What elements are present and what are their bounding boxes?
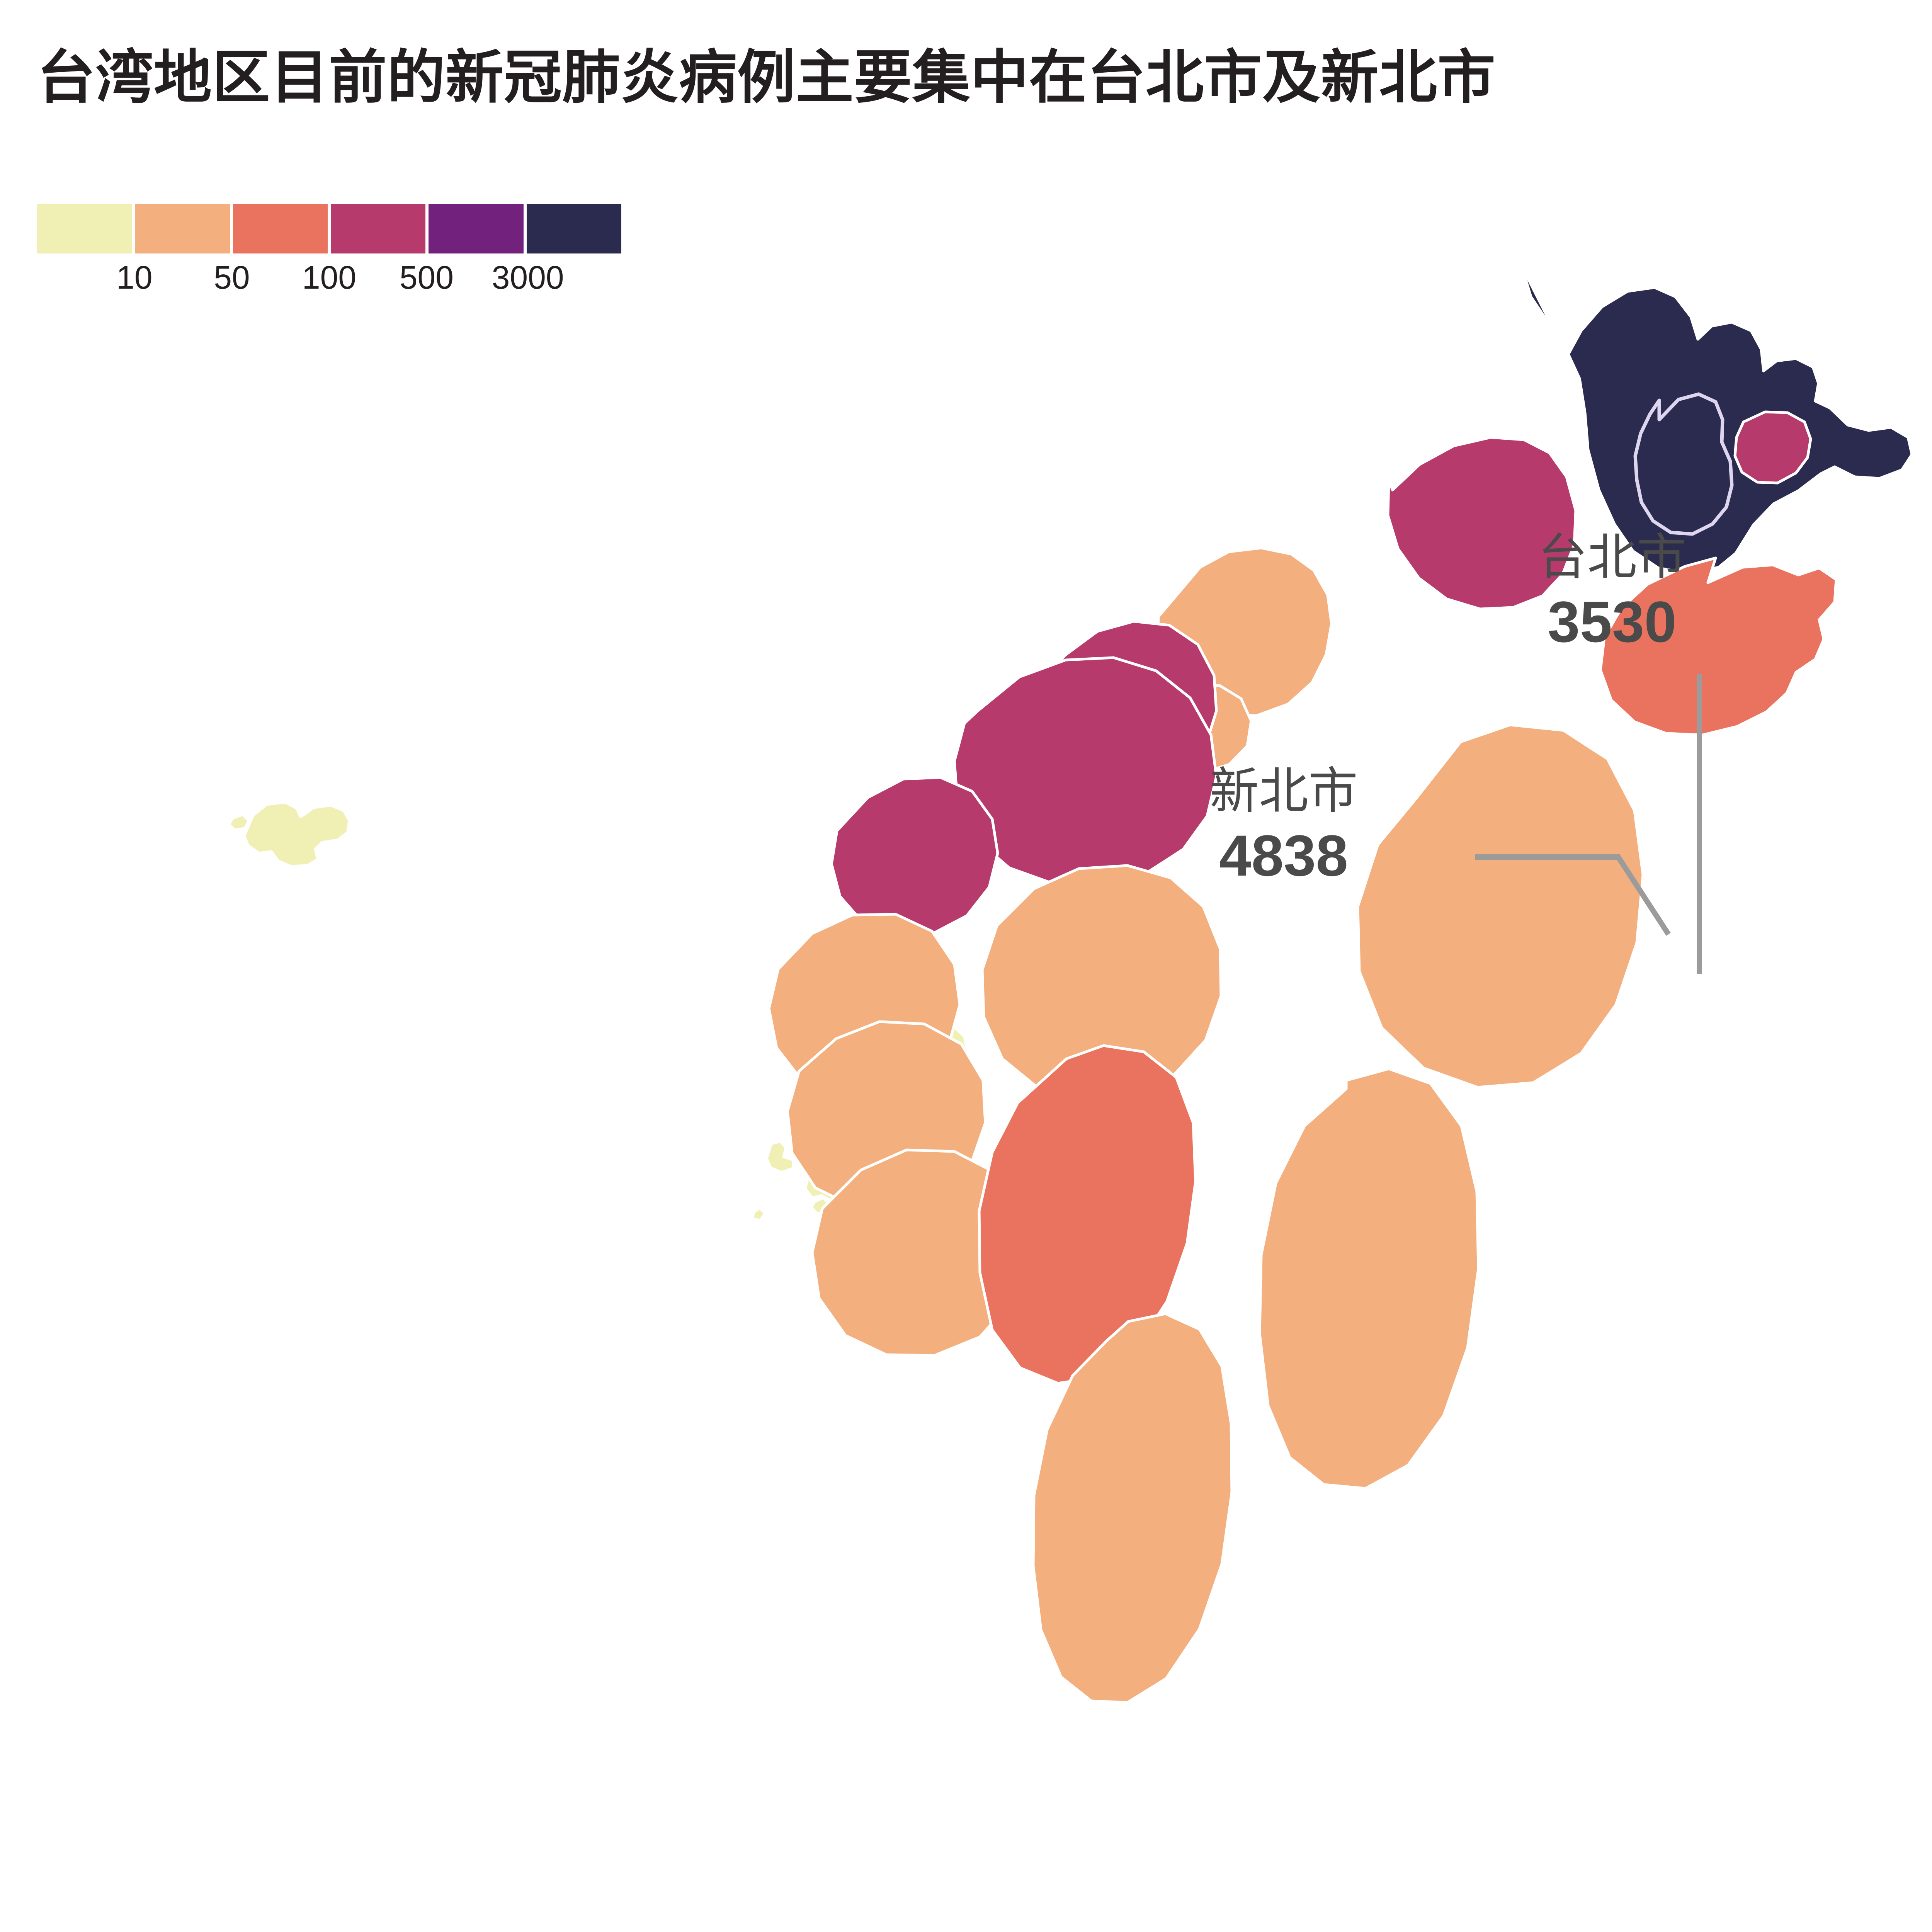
taiwan-choropleth-map	[0, 247, 1932, 1932]
annotation-new-taipei-value: 4838	[1219, 823, 1348, 888]
legend-tick-10: 10	[116, 259, 153, 296]
annotation-taipei-name: 台北市	[1538, 530, 1687, 585]
region-taoyuan-city[interactable]	[1386, 436, 1577, 611]
legend-tick-3000: 3000	[492, 259, 564, 296]
annotation-taipei: 台北市 3530	[1538, 527, 1686, 656]
region-taitung-county[interactable]	[1258, 1067, 1480, 1490]
legend: 10 50 100 500 3000	[37, 204, 640, 300]
region-hualien-county[interactable]	[1356, 723, 1645, 1089]
legend-swatch-0	[37, 204, 132, 253]
annotation-new-taipei-name: 新北市	[1209, 764, 1358, 819]
legend-tick-50: 50	[214, 259, 250, 296]
legend-tick-500: 500	[399, 259, 454, 296]
legend-swatch-3	[330, 204, 426, 253]
legend-swatch-1	[135, 204, 230, 253]
region-pingtung-county[interactable]	[1032, 1312, 1233, 1704]
region-keelung-city[interactable]	[1733, 410, 1812, 485]
legend-ticks: 10 50 100 500 3000	[37, 253, 621, 300]
legend-swatch-4	[429, 204, 524, 253]
legend-tick-100: 100	[302, 259, 357, 296]
region-changhua-county[interactable]	[830, 776, 999, 937]
region-yilan-county[interactable]	[1599, 556, 1838, 736]
legend-swatch-5	[526, 204, 621, 253]
annotation-new-taipei: 新北市 4838	[1209, 761, 1358, 890]
page-title: 台湾地区目前的新冠肺炎病例主要集中在台北市及新北市	[37, 45, 1496, 110]
region-kinmen[interactable]	[227, 801, 351, 868]
region-tainan-city[interactable]	[811, 1148, 1026, 1357]
legend-swatches	[37, 204, 621, 253]
map-svg	[227, 264, 1913, 1704]
region-nantou-county[interactable]	[981, 864, 1223, 1100]
region-taipei-city[interactable]	[1633, 392, 1734, 536]
legend-swatch-2	[233, 204, 328, 253]
annotation-taipei-value: 3530	[1548, 589, 1677, 655]
